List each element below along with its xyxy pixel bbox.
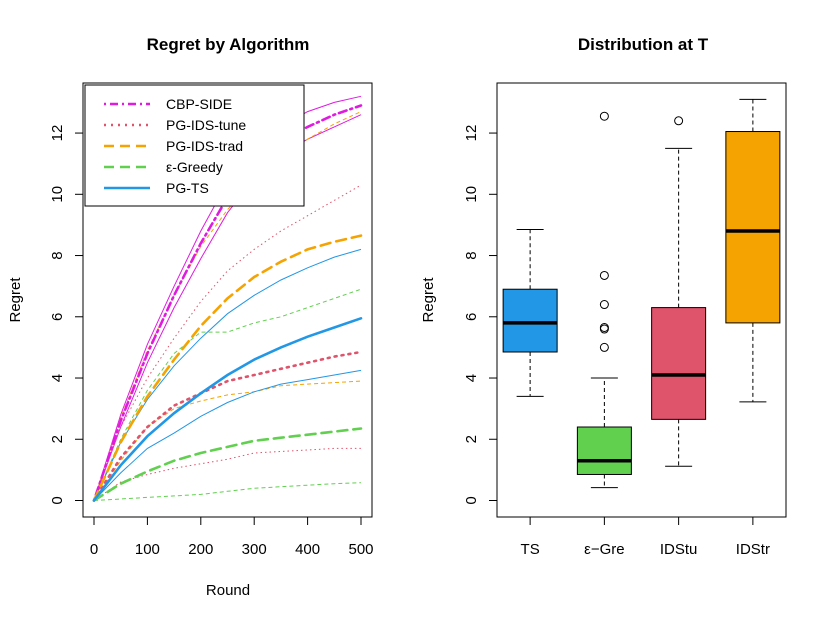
line-chart-panel: Regret by Algorithm Round Regret 0 100 200…	[7, 35, 374, 599]
y-tick-label-6: 6	[49, 313, 66, 321]
box-y-tick-label-4: 4	[463, 374, 480, 382]
legend-label-greedy: ε-Greedy	[166, 159, 223, 175]
series-greedy-upper-band	[93, 288, 362, 501]
boxplot-plot-area	[502, 98, 781, 489]
boxplot-axes: 0 2 4 6 8 10 12 TS ε−Gre IDStu IDStr	[463, 125, 770, 558]
line-chart-title: Regret by Algorithm	[147, 35, 310, 54]
y-tick-label-4: 4	[49, 374, 66, 382]
line-chart-axes: 0 100 200 300 400 500 0 2 4 6 8 10 12	[49, 125, 374, 558]
x-tick-label-500: 500	[348, 541, 373, 558]
box-gre-outlier-3	[599, 300, 609, 310]
boxplot-panel: Distribution at T Regret 0 2 4 6 8 10 12 TS ε−Gr…	[420, 35, 787, 558]
series-pg-ts-line	[92, 316, 363, 502]
box-gre-outlier-2	[599, 322, 609, 332]
box-y-tick-label-6: 6	[463, 313, 480, 321]
series-greedy-line	[92, 427, 363, 502]
line-chart-xlabel: Round	[206, 582, 250, 599]
series-pg-ts-lower-band	[93, 369, 362, 501]
y-tick-label-8: 8	[49, 251, 66, 259]
series-pg-ids-tune-line	[92, 350, 363, 502]
line-chart-ylabel: Regret	[7, 277, 24, 323]
boxplot-title: Distribution at T	[578, 35, 709, 54]
series-pg-ids-trad-lower-band	[93, 380, 362, 501]
box-gre-outlier-0	[599, 342, 609, 352]
series-pg-ids-tune-lower-band	[93, 447, 361, 501]
y-tick-label-10: 10	[49, 186, 66, 203]
box-gre-outlier-4	[599, 270, 609, 280]
x-tick-label-100: 100	[135, 541, 160, 558]
y-tick-label-0: 0	[49, 496, 66, 504]
legend-box	[84, 84, 305, 207]
box-x-tick-label-gre: ε−Gre	[584, 541, 624, 558]
box-y-tick-label-8: 8	[463, 251, 480, 259]
series-greedy-lower-band	[93, 482, 362, 501]
box-x-tick-label-idstr: IDStr	[736, 541, 770, 558]
series-pg-ids-trad-line	[92, 234, 363, 502]
legend-label-pg-ts: PG-TS	[166, 180, 209, 196]
x-tick-label-0: 0	[90, 541, 98, 558]
x-tick-label-400: 400	[295, 541, 320, 558]
line-chart-legend: CBP-SIDE PG-IDS-tune PG-IDS-trad ε-Greedy PG…	[84, 84, 305, 207]
box-idstu-iqr	[651, 307, 707, 420]
box-x-tick-label-ts: TS	[521, 541, 540, 558]
line-chart-plot-area	[92, 95, 363, 502]
box-y-tick-label-10: 10	[463, 186, 480, 203]
series-pg-ids-tune-upper-band	[93, 184, 362, 501]
series-cbp-side-lower-band	[93, 114, 362, 501]
y-tick-label-12: 12	[49, 125, 66, 142]
boxplot-ylabel: Regret	[420, 277, 437, 323]
box-idstu-outlier-0	[674, 116, 684, 126]
x-tick-label-300: 300	[242, 541, 267, 558]
box-x-tick-label-idstu: IDStu	[660, 541, 698, 558]
box-idstr-iqr	[725, 131, 781, 324]
box-gre-outlier-5	[599, 111, 609, 121]
box-y-tick-label-12: 12	[463, 125, 480, 142]
box-ts-iqr	[502, 288, 558, 353]
x-tick-label-200: 200	[188, 541, 213, 558]
legend-label-cbp-side: CBP-SIDE	[166, 96, 232, 112]
box-y-tick-label-0: 0	[463, 496, 480, 504]
y-tick-label-2: 2	[49, 435, 66, 443]
box-y-tick-label-2: 2	[463, 435, 480, 443]
legend-label-pg-ids-tune: PG-IDS-tune	[166, 117, 246, 133]
box-gre-iqr	[576, 426, 632, 475]
legend-label-pg-ids-trad: PG-IDS-trad	[166, 138, 243, 154]
